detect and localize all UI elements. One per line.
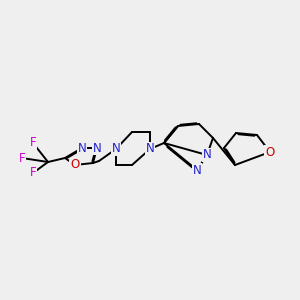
Text: F: F bbox=[30, 167, 36, 179]
Text: O: O bbox=[266, 146, 274, 158]
Text: N: N bbox=[202, 148, 211, 161]
Text: F: F bbox=[19, 152, 25, 164]
Text: O: O bbox=[70, 158, 80, 172]
Text: F: F bbox=[30, 136, 36, 149]
Text: N: N bbox=[78, 142, 86, 154]
Text: N: N bbox=[93, 142, 101, 154]
Text: N: N bbox=[146, 142, 154, 155]
Text: N: N bbox=[112, 142, 120, 155]
Text: N: N bbox=[193, 164, 201, 176]
